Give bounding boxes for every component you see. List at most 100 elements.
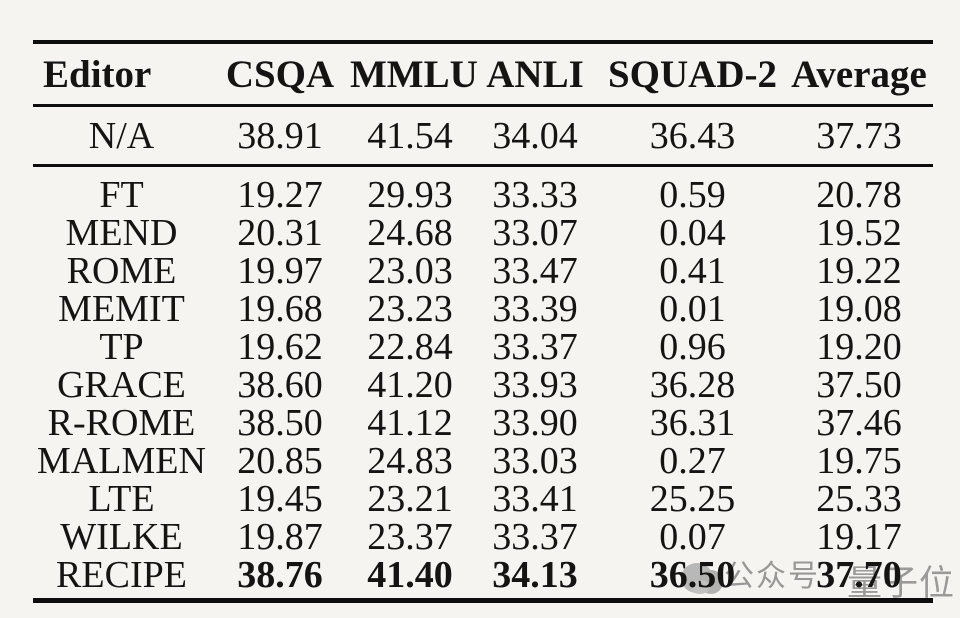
value-cell: 36.43 [600, 105, 785, 167]
value-cell: 33.37 [492, 326, 578, 368]
watermark-account-label: 公众号 [724, 559, 820, 594]
value-cell: 19.68 [237, 288, 323, 330]
editor-label: MALMEN [37, 440, 206, 482]
value-cell: 19.08 [816, 288, 902, 330]
value-cell: 0.96 [659, 326, 726, 368]
value-cell: 37.50 [816, 364, 902, 406]
value-cell: 33.93 [492, 364, 578, 406]
value-cell: 25.25 [649, 478, 736, 520]
editor-label: ROME [66, 250, 177, 292]
value-cell: 19.20 [816, 326, 902, 368]
value-cell: 23.37 [367, 516, 453, 558]
column-header-csqa: CSQA [210, 42, 350, 107]
value-cell: 33.07 [492, 212, 578, 254]
value-cell: 0.41 [659, 250, 726, 292]
column-header-editor: Editor [33, 42, 210, 107]
column-header-anli: ANLI [470, 42, 600, 107]
value-cell: 38.60 [237, 364, 323, 406]
table-row-malmen: MALMEN 20.85 24.83 33.03 0.27 19.75 [33, 442, 933, 480]
editor-label: TP [99, 326, 144, 368]
editor-label: LTE [88, 478, 155, 520]
table-row-rome: ROME 19.97 23.03 33.47 0.41 19.22 [33, 252, 933, 290]
editor-label: MEND [65, 212, 178, 254]
editor-label: RECIPE [56, 554, 187, 596]
editor-label: R-ROME [47, 402, 196, 444]
table-row-grace: GRACE 38.60 41.20 33.93 36.28 37.50 [33, 366, 933, 404]
value-cell: 19.62 [237, 326, 323, 368]
value-cell: 0.04 [659, 212, 726, 254]
table-row-tp: TP 19.62 22.84 33.37 0.96 19.20 [33, 328, 933, 366]
value-cell: 41.12 [367, 402, 453, 444]
table-row-recipe: RECIPE 38.76 41.40 34.13 36.50 37.70 [33, 556, 933, 601]
value-cell: 19.45 [237, 478, 323, 520]
value-cell: 41.20 [367, 364, 453, 406]
value-cell: 23.03 [367, 250, 453, 292]
value-cell: 41.54 [350, 105, 470, 167]
value-cell: 19.75 [816, 440, 902, 482]
editor-label: MEMIT [58, 288, 185, 330]
value-cell: 22.84 [367, 326, 453, 368]
editor-label: FT [99, 174, 144, 216]
value-cell: 20.31 [237, 212, 323, 254]
table-row-lte: LTE 19.45 23.21 33.41 25.25 25.33 [33, 480, 933, 518]
value-cell: 41.40 [367, 554, 453, 596]
editor-label: GRACE [57, 364, 186, 406]
methods-section: FT 19.27 29.93 33.33 0.59 20.78 MEND 20.31 24.68… [33, 166, 933, 601]
value-cell: 24.68 [367, 212, 453, 254]
value-cell: 33.03 [492, 440, 578, 482]
value-cell: 38.76 [237, 554, 323, 596]
value-cell: 33.37 [492, 516, 578, 558]
value-cell: 23.21 [367, 478, 453, 520]
watermark-brand-name: 量子位 [847, 564, 956, 604]
value-cell: 19.27 [237, 174, 323, 216]
value-cell: 24.83 [367, 440, 453, 482]
value-cell: 20.85 [237, 440, 323, 482]
value-cell: 33.47 [492, 250, 578, 292]
value-cell: 19.87 [237, 516, 323, 558]
column-header-average: Average [785, 42, 933, 107]
value-cell: 33.39 [492, 288, 578, 330]
table-header: Editor CSQA MMLU ANLI SQUAD-2 Average [33, 42, 933, 107]
table-row-r-rome: R-ROME 38.50 41.12 33.90 36.31 37.46 [33, 404, 933, 442]
value-cell: 34.13 [492, 554, 578, 596]
value-cell: 20.78 [816, 174, 902, 216]
table-row-wilke: WILKE 19.87 23.37 33.37 0.07 19.17 [33, 518, 933, 556]
value-cell: 36.28 [649, 364, 736, 406]
value-cell: 29.93 [367, 174, 453, 216]
value-cell: 19.97 [237, 250, 323, 292]
value-cell: 37.46 [816, 402, 902, 444]
value-cell: 38.91 [210, 105, 350, 167]
results-table: Editor CSQA MMLU ANLI SQUAD-2 Average N/… [33, 40, 933, 603]
column-header-squad-2: SQUAD-2 [600, 42, 785, 107]
table-row-mend: MEND 20.31 24.68 33.07 0.04 19.52 [33, 214, 933, 252]
value-cell: 19.17 [816, 516, 902, 558]
value-cell: 19.22 [816, 250, 902, 292]
value-cell: 25.33 [816, 478, 902, 520]
baseline-section: N/A 38.91 41.54 34.04 36.43 37.73 [33, 105, 933, 167]
value-cell: 0.27 [659, 440, 726, 482]
table-row-n-a: N/A 38.91 41.54 34.04 36.43 37.73 [33, 105, 933, 167]
value-cell: 36.50 [649, 554, 736, 596]
value-cell: 0.59 [659, 174, 726, 216]
editor-label: N/A [33, 105, 210, 167]
value-cell: 33.33 [492, 174, 578, 216]
value-cell: 19.52 [816, 212, 902, 254]
value-cell: 0.01 [659, 288, 726, 330]
value-cell: 23.23 [367, 288, 453, 330]
editor-label: WILKE [60, 516, 183, 558]
header-row: Editor CSQA MMLU ANLI SQUAD-2 Average [33, 42, 933, 107]
value-cell: 38.50 [237, 402, 323, 444]
value-cell: 37.73 [785, 105, 933, 167]
column-header-mmlu: MMLU [350, 42, 478, 107]
qbitai-logo-icon [681, 563, 723, 594]
value-cell: 33.41 [492, 478, 578, 520]
value-cell: 36.31 [649, 402, 736, 444]
value-cell: 34.04 [470, 105, 600, 167]
value-cell: 33.90 [492, 402, 578, 444]
table-row-memit: MEMIT 19.68 23.23 33.39 0.01 19.08 [33, 290, 933, 328]
table-row-ft: FT 19.27 29.93 33.33 0.59 20.78 [33, 166, 933, 215]
value-cell: 0.07 [659, 516, 726, 558]
value-cell: 37.70 [816, 554, 902, 596]
